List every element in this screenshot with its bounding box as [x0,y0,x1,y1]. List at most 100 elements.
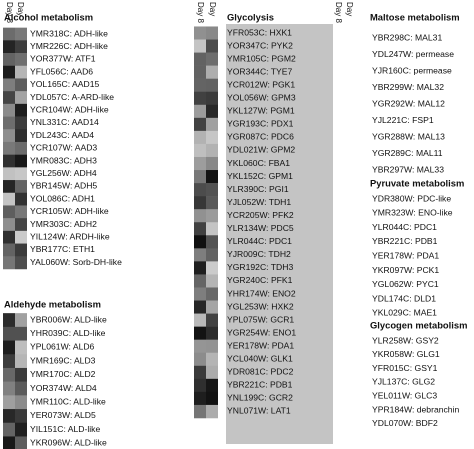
heatmap-cell [206,287,218,301]
gene-label: YBR297W: MAL33 [372,164,444,174]
gene-label: YGR288W: MAL13 [372,131,445,141]
gene-label: YBR221C: PDB1 [372,236,438,246]
gene-label: YKL127W: PGM1 [227,106,295,116]
gene-label: YPL061W: ALD6 [30,342,95,352]
heatmap-cell [15,326,27,341]
heatmap-cell [194,313,206,327]
heatmap-cell [206,65,218,79]
gene-label: YKL152C: GPM1 [227,171,293,181]
heatmap-cell [206,143,218,158]
heatmap-cell [206,117,218,132]
heatmap-cell [15,154,27,168]
gene-label: YMR226C: ADH-like [30,41,108,51]
heatmap-cell [206,104,218,119]
heatmap-cell [194,170,206,184]
heatmap-cell [3,367,15,382]
heatmap-cell [206,39,218,53]
heatmap-cell [15,256,27,270]
gene-label: YJR009C: TDH2 [227,249,291,259]
heatmap-cell [15,381,27,396]
gene-label: YLR258W: GSY2 [372,335,439,345]
gene-label: YLR134W: PDC5 [227,223,294,233]
heatmap-cell [206,404,218,419]
heatmap-cell [3,256,15,270]
glycolysis-panel [226,24,333,444]
gene-label: YKR097W: PCK1 [372,265,439,275]
heatmap-cell [3,167,15,181]
heatmap-cell [3,218,15,232]
gene-label: YDL070W: BDF2 [372,418,438,428]
heatmap-cell [206,339,218,354]
heatmap-cell [15,116,27,130]
heatmap-cell [3,422,15,437]
heatmap-cell [194,235,206,249]
gene-label: YKL029C: MAE1 [372,308,437,318]
heatmap-cell [15,409,27,424]
heatmap-cell [15,180,27,194]
heatmap-cell [3,230,15,244]
heatmap-cell [206,326,218,340]
gene-label: YOR344C: TYE7 [227,66,293,76]
gene-label: YLR044C: PDC1 [227,236,292,246]
day-label: Day [16,2,25,16]
heatmap-cell [15,436,27,449]
heatmap-cell [206,130,218,145]
section-title: Glycolysis [227,11,274,22]
heatmap-cell [194,65,206,79]
heatmap-cell [3,91,15,105]
gene-label: YBR299W: MAL32 [372,82,444,92]
heatmap-cell [15,313,27,328]
heatmap-cell [3,40,15,54]
gene-label: YER178W: PDA1 [372,250,439,260]
heatmap-cell [15,422,27,437]
gene-label: YBR006W: ALD-like [30,314,107,324]
gene-label: YMR170C: ALD2 [30,369,96,379]
heatmap-cell [15,205,27,219]
gene-label: YOR377W: ATF1 [30,54,96,64]
gene-label: YLR044C: PDC1 [372,222,437,232]
gene-label: YKR058W: GLG1 [372,349,440,359]
heatmap-cell [15,243,27,257]
heatmap-cell [194,378,206,393]
gene-label: YGL062W: PYC1 [372,279,439,289]
heatmap-cell [3,354,15,369]
gene-label: YCR107W: AAD3 [30,143,97,153]
heatmap-cell [15,354,27,369]
heatmap-cell [15,141,27,155]
heatmap-cell [194,261,206,275]
heatmap-cell [194,391,206,406]
heatmap-cell [194,183,206,197]
heatmap-cell [194,365,206,380]
gene-label: YGR087C: PDC6 [227,132,294,142]
heatmap-cell [206,365,218,380]
heatmap-cell [3,180,15,194]
gene-label: YDL243C: AAD4 [30,130,94,140]
day-label: Day [208,2,217,16]
gene-label: YKR096W: ALD-like [30,438,107,448]
heatmap-cell [15,27,27,41]
gene-label: YOL086C: ADH1 [30,193,95,203]
gene-label: YLR390C: PGI1 [227,184,289,194]
gene-label: YGL253W: HXK2 [227,301,294,311]
heatmap-cell [15,129,27,143]
gene-label: YPL075W: GCR1 [227,314,294,324]
heatmap-cell [194,117,206,132]
gene-label: YNL071W: LAT1 [227,406,291,416]
gene-label: YAL060W: Sorb-DH-like [30,257,122,267]
gene-label: YCR105W: ADH-like [30,206,109,216]
gene-label: YOR347C: PYK2 [227,40,293,50]
heatmap-cell [3,395,15,410]
heatmap-cell [3,436,15,449]
heatmap-cell [206,378,218,393]
heatmap-cell [194,39,206,53]
heatmap-cell [15,230,27,244]
gene-label: YOL165C: AAD15 [30,79,99,89]
heatmap-cell [206,222,218,236]
gene-label: YNL199C: GCR2 [227,393,293,403]
heatmap-cell [206,156,218,171]
gene-label: YGR292W: MAL12 [372,98,445,108]
heatmap-cell [3,129,15,143]
gene-label: YCL040W: GLK1 [227,354,293,364]
heatmap-cell [206,391,218,406]
